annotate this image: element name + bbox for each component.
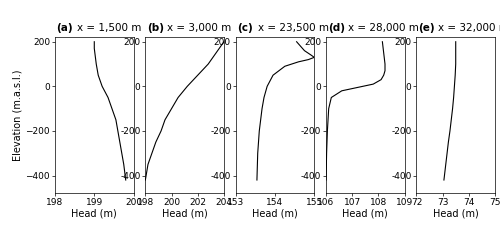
Text: (b): (b) [147,23,164,33]
X-axis label: Head (m): Head (m) [252,209,298,219]
Text: x = 1,500 m: x = 1,500 m [77,23,142,33]
Text: x = 3,000 m: x = 3,000 m [168,23,232,33]
Text: (c): (c) [238,23,253,33]
X-axis label: Head (m): Head (m) [162,209,208,219]
Text: (a): (a) [56,23,73,33]
X-axis label: Head (m): Head (m) [433,209,478,219]
Text: x = 23,500 m: x = 23,500 m [258,23,328,33]
Text: (d): (d) [328,23,344,33]
X-axis label: Head (m): Head (m) [342,209,388,219]
Text: (e): (e) [418,23,434,33]
Text: x = 28,000 m: x = 28,000 m [348,23,419,33]
X-axis label: Head (m): Head (m) [72,209,117,219]
Y-axis label: Elevation (m.a.s.l.): Elevation (m.a.s.l.) [12,70,22,161]
Text: x = 32,000 m: x = 32,000 m [438,23,500,33]
